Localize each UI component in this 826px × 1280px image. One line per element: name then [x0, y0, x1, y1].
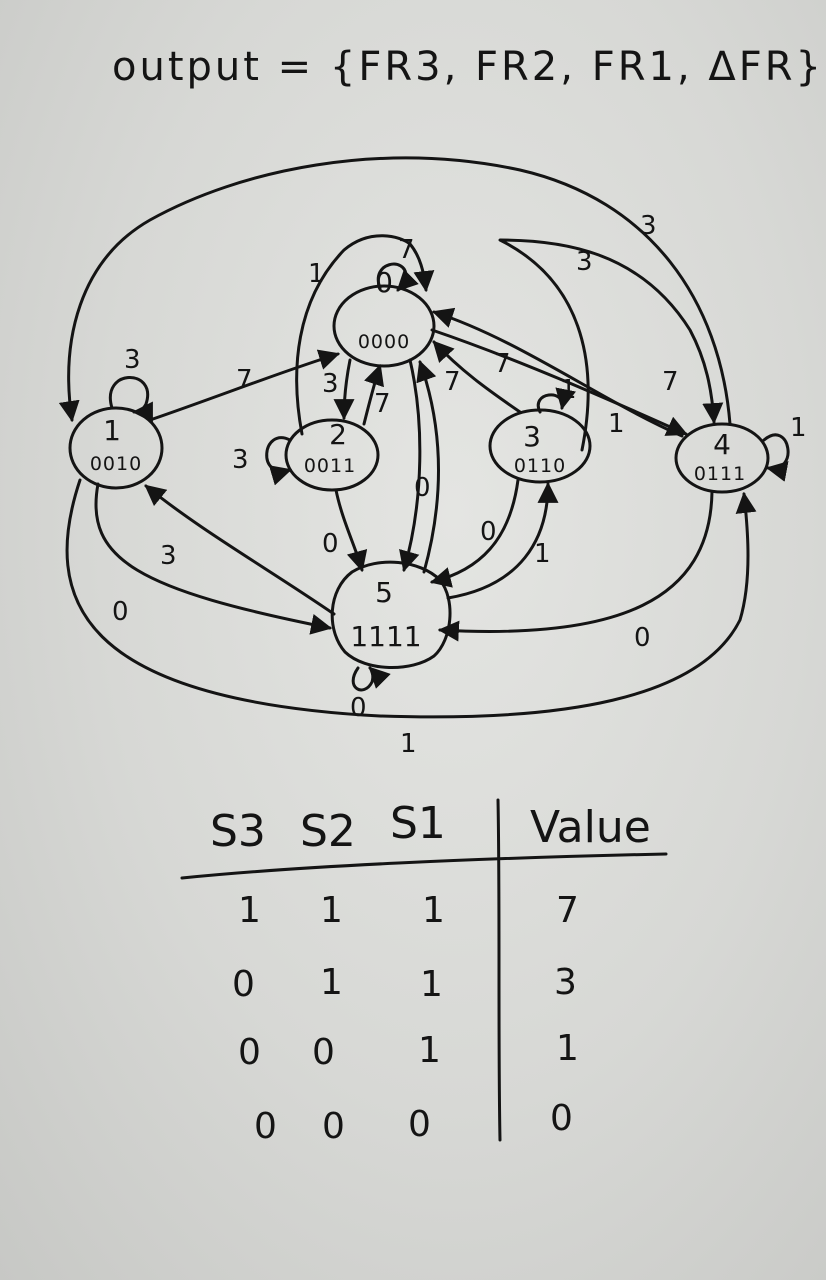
transition-0-to-5: 0 [399, 358, 431, 573]
self-loop-4-label: 1 [790, 413, 807, 443]
state-2-code: 0011 [304, 455, 356, 477]
table-cell: 1 [418, 1030, 441, 1071]
transition-0-to-4-label: 1 [608, 409, 625, 439]
transition-4-to-0-label: 7 [662, 367, 679, 397]
table-cell: 1 [556, 1028, 579, 1069]
transition-0-to-2-label: 3 [322, 369, 339, 399]
table-column-divider [496, 798, 502, 1142]
table-header-s3: S3 [210, 806, 266, 857]
output-title: output = {FR3, FR2, FR1, ΔFR} [112, 44, 824, 90]
transition-4-to-1-label: 3 [640, 211, 657, 241]
transition-2-to-0-label: 7 [374, 389, 391, 419]
state-5-id: 5 [375, 576, 393, 609]
transition-0-to-4: 1 [430, 328, 688, 439]
transition-1-to-5-label: 0 [112, 597, 129, 627]
self-loop-4: 1 [762, 413, 807, 482]
table-row: 0 0 1 1 [238, 1028, 579, 1073]
state-0-code: 0000 [358, 331, 410, 353]
self-loop-3: 1 [536, 375, 577, 414]
transition-3-to-5-label: 0 [480, 517, 497, 547]
transition-4-to-1: 3 [58, 156, 732, 426]
transition-1-to-0: 7 [148, 349, 341, 422]
transition-2-to-5-label: 0 [322, 529, 339, 559]
table-cell: 0 [550, 1098, 573, 1139]
table-cell: 0 [232, 964, 255, 1005]
state-0: 0 0000 [332, 266, 436, 368]
transition-4-to-0: 7 [432, 307, 684, 438]
state-4-id: 4 [713, 428, 731, 461]
state-4-code: 0111 [694, 463, 746, 485]
transition-4-to-5-label: 0 [634, 623, 651, 653]
transition-2-to-5: 0 [322, 488, 368, 573]
table-header-value: Value [530, 802, 651, 853]
table-cell: 3 [554, 962, 577, 1003]
transition-1-to-0-label: 7 [236, 365, 253, 395]
transition-5-to-0: 7 [416, 360, 461, 574]
transition-3-to-5: 0 [429, 478, 520, 588]
transition-0-to-5-label: 0 [414, 473, 431, 503]
self-loop-1: 3 [108, 345, 153, 423]
transition-5-to-1: 3 [144, 484, 336, 616]
transition-5-to-3: 1 [446, 481, 559, 600]
table-cell: 1 [422, 890, 445, 931]
transition-1-to-4: 1 [65, 478, 757, 759]
table-cell: 1 [420, 964, 443, 1005]
self-loop-3-label: 1 [560, 375, 577, 405]
state-2-id: 2 [329, 418, 347, 451]
transition-0-to-2: 3 [322, 358, 355, 421]
self-loop-5-label: 0 [350, 693, 367, 723]
table-cell: 0 [312, 1032, 335, 1073]
transition-3-to-4: 3 [498, 238, 724, 452]
value-table: S3 S2 S1 Value 1 1 1 7 0 1 1 3 0 0 1 1 0… [180, 798, 668, 1147]
table-cell: 0 [254, 1106, 277, 1147]
table-cell: 0 [322, 1106, 345, 1147]
state-5-code: 1111 [350, 620, 421, 653]
state-1-id: 1 [103, 414, 121, 447]
transition-5-to-3-label: 1 [534, 539, 551, 569]
table-cell: 1 [320, 962, 343, 1003]
state-1-code: 0010 [90, 453, 142, 475]
table-cell: 0 [408, 1104, 431, 1145]
self-loop-1-label: 3 [124, 345, 141, 375]
table-header-divider [180, 852, 668, 880]
self-loop-2-label: 3 [232, 445, 249, 475]
transition-2-to-0-b: 1 [295, 234, 435, 436]
self-loop-2: 3 [232, 436, 293, 486]
table-row: 0 0 0 0 [254, 1098, 573, 1147]
transition-3-to-4-label: 3 [576, 247, 593, 277]
state-5: 5 1111 [330, 560, 452, 670]
table-header-s1: S1 [390, 798, 446, 849]
state-1: 1 0010 [68, 406, 164, 490]
transition-1-to-4-label: 1 [400, 729, 417, 759]
table-row: 1 1 1 7 [238, 890, 579, 931]
table-row: 0 1 1 3 [232, 962, 577, 1005]
state-3: 3 0110 [488, 408, 592, 484]
table-cell: 0 [238, 1032, 261, 1073]
transition-2-to-0-b-label: 1 [308, 259, 325, 289]
table-cell: 1 [320, 890, 343, 931]
state-3-id: 3 [523, 420, 541, 453]
transition-2-to-0: 7 [362, 364, 391, 426]
state-3-code: 0110 [514, 455, 566, 477]
transition-5-to-0-label: 7 [444, 367, 461, 397]
table-header-s2: S2 [300, 806, 356, 857]
transition-5-to-1-label: 3 [160, 541, 177, 571]
state-2: 2 0011 [284, 418, 380, 492]
table-cell: 7 [556, 890, 579, 931]
state-4: 4 0111 [674, 422, 770, 494]
transition-1-to-5: 0 [94, 482, 333, 635]
table-cell: 1 [238, 890, 261, 931]
transition-4-to-5: 0 [437, 490, 714, 653]
